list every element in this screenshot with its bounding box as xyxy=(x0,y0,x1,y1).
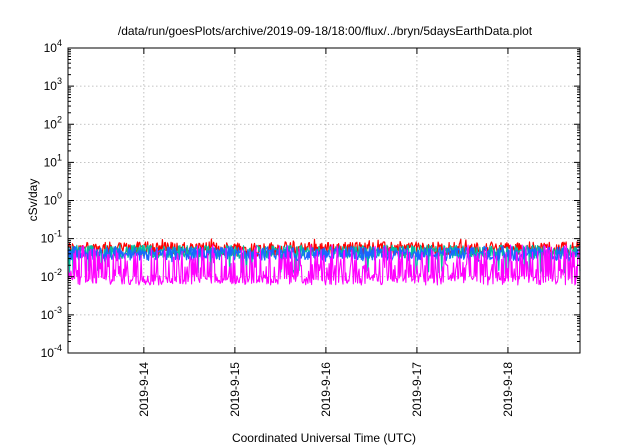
y-tick-label: 104 xyxy=(44,38,62,55)
y-tick-label: 101 xyxy=(44,152,62,169)
x-tick-label: 2019-9-16 xyxy=(319,362,333,417)
x-tick-label: 2019-9-15 xyxy=(228,362,242,417)
y-tick-label: 100 xyxy=(44,191,62,208)
series-layer xyxy=(67,238,581,286)
y-tick-label: 10-1 xyxy=(41,229,62,246)
y-axis-label: cSv/day xyxy=(26,179,40,222)
x-tick-label: 2019-9-17 xyxy=(410,362,424,417)
x-tick-labels: 2019-9-14 2019-9-15 2019-9-16 2019-9-17 2019… xyxy=(137,362,515,417)
y-tick-labels: 10-4 10-3 10-2 10-1 100 101 102 103 104 xyxy=(41,38,62,360)
x-axis-label: Coordinated Universal Time (UTC) xyxy=(232,431,416,445)
y-tick-label: 10-2 xyxy=(41,267,62,284)
ticks xyxy=(68,47,580,354)
grid xyxy=(68,48,580,353)
x-tick-label: 2019-9-14 xyxy=(137,362,151,417)
y-tick-label: 10-4 xyxy=(41,343,62,360)
y-tick-label: 102 xyxy=(44,114,62,131)
x-tick-label: 2019-9-18 xyxy=(501,362,515,417)
y-tick-label: 10-3 xyxy=(41,305,62,322)
y-tick-label: 103 xyxy=(44,76,62,93)
series-line-4 xyxy=(67,244,581,286)
chart-title: /data/run/goesPlots/archive/2019-09-18/1… xyxy=(118,24,533,38)
